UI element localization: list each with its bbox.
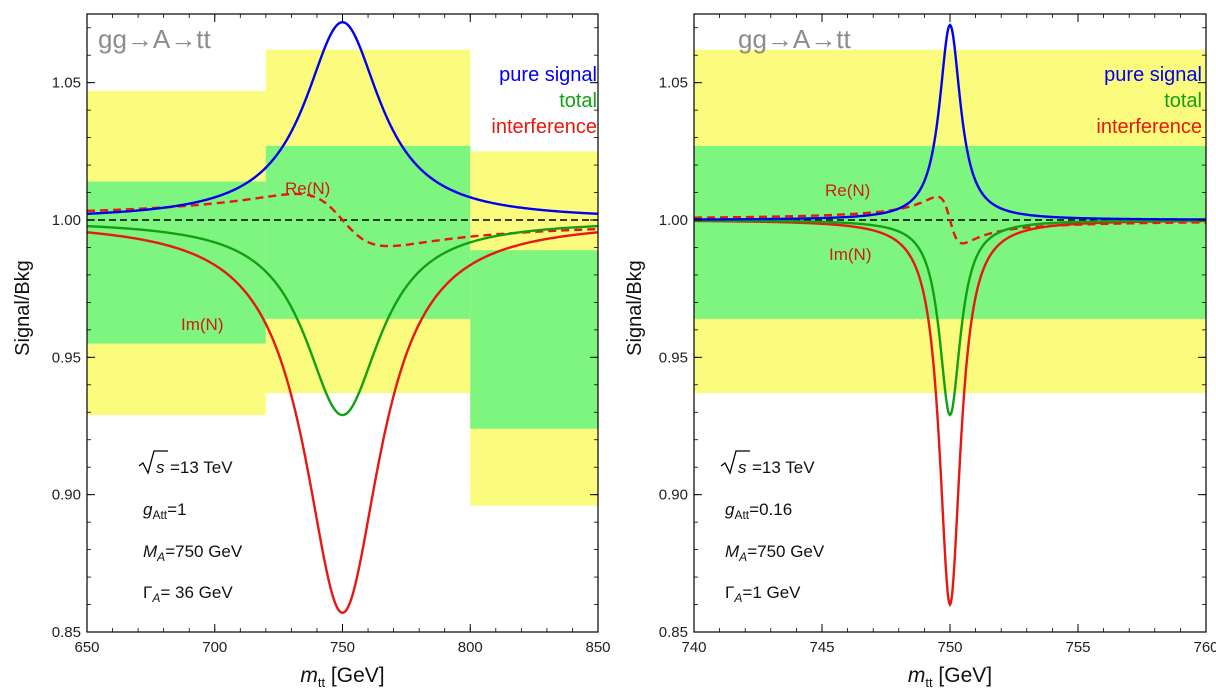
x-axis-label-sub: tt (318, 675, 326, 688)
param-coupling-value: =1 (167, 500, 186, 519)
param-coupling-symbol: g (143, 500, 153, 519)
y-tick-label-5: 1.05 (52, 75, 81, 92)
y-axis-label: Signal/Bkg (12, 260, 34, 356)
x-tick-label-3: 750 (330, 639, 355, 656)
param-mass-symbol: M (725, 542, 740, 561)
im-annotation: Im(N) (829, 245, 871, 264)
param-mass-sub: A (156, 550, 165, 564)
re-annotation: Re(N) (825, 181, 870, 200)
green-band-1 (87, 181, 266, 344)
param-coupling: gAtt=0.16 (725, 500, 792, 522)
legend-pure-signal: pure signal (499, 64, 597, 86)
y-axis-label: Signal/Bkg (624, 260, 646, 356)
param-mass-value: =750 GeV (747, 542, 825, 561)
series-line-signal (87, 21, 598, 215)
x-axis-label-unit: [GeV] (933, 664, 993, 687)
x-tick-label-2: 700 (202, 639, 227, 656)
param-width-value: =1 GeV (742, 583, 801, 602)
y-tick-label-1: 0.85 (52, 624, 81, 641)
sqrt-s-symbol: s (738, 458, 747, 477)
y-tick-label-2: 0.90 (659, 487, 688, 504)
series-line-re (694, 195, 1206, 245)
param-width-symbol: Γ (143, 583, 152, 602)
sqrt-icon (138, 450, 168, 475)
series-line-total (694, 219, 1206, 417)
param-sqrt-s: =13 TeV (752, 458, 815, 477)
x-axis-label: mtt [GeV] (300, 664, 384, 688)
im-annotation: Im(N) (181, 315, 223, 334)
chart-panel-2: 740 745 750 755 760 0.85 0.90 0.95 1.00 1.05 Signa… (624, 13, 1216, 688)
param-coupling-sub: Att (734, 508, 749, 522)
y-tick-label-1: 0.85 (659, 624, 688, 641)
series-line-signal (694, 23, 1206, 221)
plot-area (694, 23, 1206, 608)
param-coupling-value: =0.16 (749, 500, 792, 519)
process-label: gg→A→tt (98, 24, 211, 54)
y-tick-label-5: 1.05 (659, 75, 688, 92)
green-band-3 (470, 250, 598, 429)
legend-total: total (559, 90, 597, 112)
param-coupling: gAtt=1 (143, 500, 187, 522)
param-mass-value: =750 GeV (165, 542, 243, 561)
param-width-symbol: Γ (725, 583, 734, 602)
param-width-value: = 36 GeV (160, 583, 233, 602)
x-axis-label-unit: [GeV] (325, 664, 385, 687)
x-tick-label-4: 800 (458, 639, 483, 656)
y-tick-label-2: 0.90 (52, 487, 81, 504)
legend-pure-signal: pure signal (1104, 64, 1202, 86)
green-band-2 (265, 145, 471, 319)
legend-total: total (1164, 90, 1202, 112)
param-mass-symbol: M (143, 542, 158, 561)
y-tick-label-3: 0.95 (659, 349, 688, 366)
x-axis-label: mtt [GeV] (908, 664, 992, 688)
y-tick-label-4: 1.00 (52, 212, 81, 229)
x-tick-label-4: 755 (1065, 639, 1090, 656)
y-tick-label-3: 0.95 (52, 349, 81, 366)
param-width: ΓA= 36 GeV (143, 583, 233, 605)
param-mass-sub: A (738, 550, 747, 564)
plot-area (87, 21, 598, 614)
y-tick-label-4: 1.00 (659, 212, 688, 229)
x-tick-label-3: 750 (937, 639, 962, 656)
process-label: gg→A→tt (738, 24, 851, 54)
sqrt-s-symbol: s (156, 458, 165, 477)
param-width-sub: A (733, 591, 742, 605)
param-coupling-symbol: g (725, 500, 735, 519)
series-line-total (87, 224, 598, 417)
series-line-im (87, 231, 598, 614)
x-tick-label-2: 745 (809, 639, 834, 656)
chart-panel-1: 650 700 750 800 850 0.85 0.90 0.95 1.00 1.05 Signa… (12, 13, 611, 688)
param-width-sub: A (151, 591, 160, 605)
sqrt-icon (720, 450, 750, 475)
legend-interference: interference (491, 116, 597, 138)
param-width: ΓA=1 GeV (725, 583, 801, 605)
x-tick-label-5: 760 (1193, 639, 1216, 656)
x-tick-label-1: 650 (74, 639, 99, 656)
green-band-1 (694, 145, 1206, 319)
x-tick-label-5: 850 (585, 639, 610, 656)
re-annotation: Re(N) (285, 179, 330, 198)
legend-interference: interference (1096, 116, 1202, 138)
x-axis-label-m: m (300, 664, 318, 687)
param-coupling-sub: Att (152, 508, 167, 522)
x-axis-label-m: m (908, 664, 926, 687)
param-sqrt-s: =13 TeV (170, 458, 233, 477)
x-axis-label-sub: tt (925, 675, 933, 688)
param-mass: MA=750 GeV (143, 542, 243, 564)
x-tick-label-1: 740 (681, 639, 706, 656)
param-mass: MA=750 GeV (725, 542, 825, 564)
